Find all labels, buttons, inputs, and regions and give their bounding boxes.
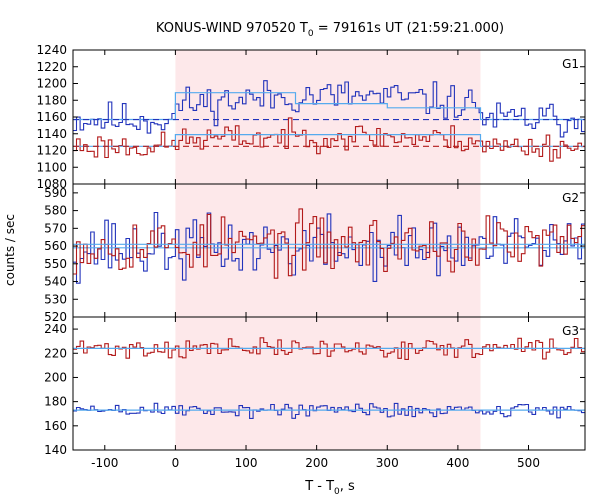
y-tick-label: 540: [44, 275, 67, 289]
y-tick-label: 550: [44, 257, 67, 271]
y-tick-label: 160: [44, 419, 67, 433]
fit-blue-g1: [73, 92, 585, 121]
x-tick-label: 200: [305, 456, 328, 470]
y-tick-label: 580: [44, 204, 67, 218]
y-tick-label: 560: [44, 239, 67, 253]
plot-area: 1080 1100 1120 1140 1160 1180 1200 1220 1240 G1 52…: [36, 43, 586, 470]
x-tick-label: 100: [235, 456, 258, 470]
y-tick-label: 520: [44, 310, 67, 324]
x-axis-label-rest: , s: [340, 479, 355, 494]
series-red-g1: [73, 117, 585, 162]
x-tick-label: 0: [172, 456, 180, 470]
series-red-g3: [73, 337, 585, 360]
panel-label: G2: [562, 191, 579, 205]
x-tick-label: -100: [91, 456, 118, 470]
chart-title: KONUS-WIND 970520 T0 = 79161s UT (21:59:…: [156, 21, 504, 39]
panel-label: G1: [562, 57, 579, 71]
chart-title-main: KONUS-WIND 970520 T: [156, 21, 308, 36]
y-tick-label: 1180: [36, 93, 67, 107]
y-tick-label: 220: [44, 346, 67, 360]
y-tick-label: 1200: [36, 77, 67, 91]
panel-label: G3: [562, 324, 579, 338]
y-tick-label: 1140: [36, 127, 67, 141]
y-tick-label: 530: [44, 292, 67, 306]
y-tick-label: 1100: [36, 160, 67, 174]
series-red-g2: [73, 208, 585, 279]
x-tick-label: 400: [446, 456, 469, 470]
y-tick-label: 1120: [36, 144, 67, 158]
y-tick-label: 1080: [36, 177, 67, 191]
y-tick-label: 240: [44, 322, 67, 336]
y-tick-label: 1160: [36, 110, 67, 124]
y-tick-label: 200: [44, 370, 67, 384]
y-tick-label: 140: [44, 443, 67, 457]
y-axis-label: counts / sec: [3, 214, 17, 286]
y-tick-label: 1220: [36, 60, 67, 74]
chart-title-subscript: 0: [308, 29, 314, 39]
y-tick-label: 1240: [36, 43, 67, 57]
y-tick-label: 570: [44, 221, 67, 235]
x-tick-label: 300: [376, 456, 399, 470]
x-axis-label-main: T - T: [304, 479, 334, 494]
x-axis-label-subscript: 0: [334, 487, 340, 497]
x-axis-label: T - T0, s: [304, 479, 355, 497]
panel-g3: 140 160 180 200 220 240 -100 0 100 200 300 400 500 G3: [44, 316, 586, 470]
chart-title-rest: = 79161s UT (21:59:21.000): [314, 21, 504, 36]
y-tick-label: 180: [44, 395, 67, 409]
panel-frame: [72, 316, 586, 451]
series-blue-g1: [73, 80, 585, 138]
y-tick-label: 590: [44, 186, 67, 200]
series-blue-g3: [73, 402, 585, 419]
x-tick-label: 500: [517, 456, 540, 470]
